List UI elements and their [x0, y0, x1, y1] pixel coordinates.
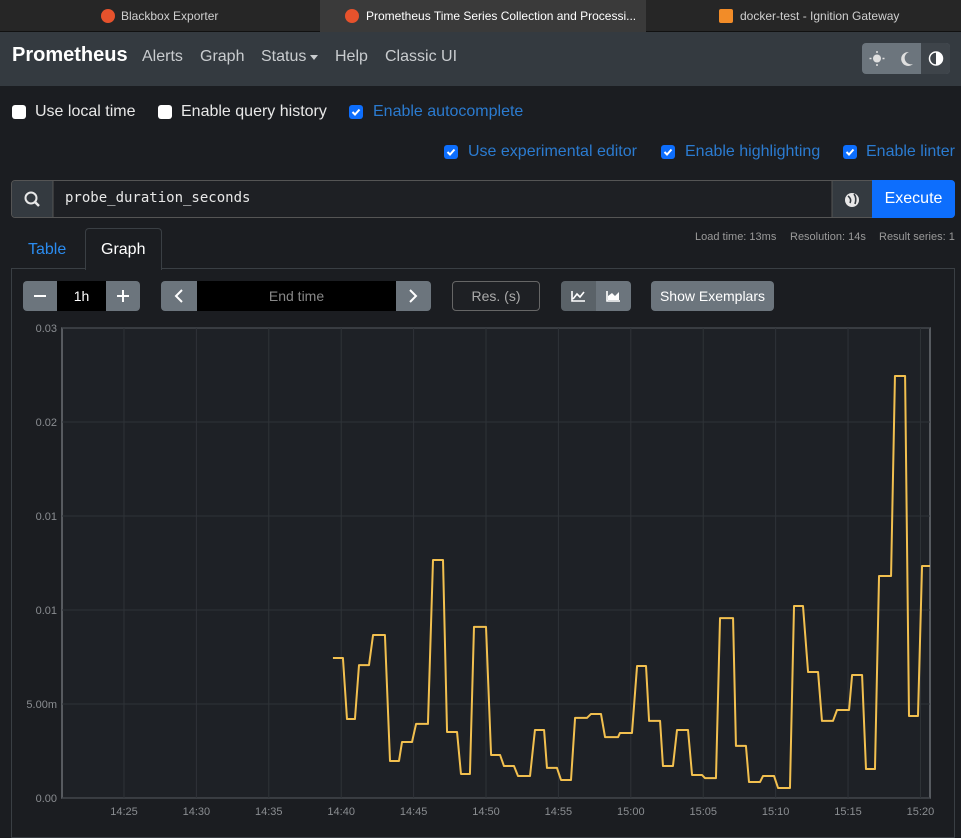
nav-link[interactable]: Status	[261, 48, 307, 65]
browser-tab[interactable]: Blackbox Exporter	[121, 9, 219, 23]
checkbox[interactable]	[843, 145, 857, 159]
checkbox-label[interactable]: Enable query history	[181, 103, 327, 120]
right-icon	[409, 289, 418, 303]
panel-tab[interactable]: Table	[28, 241, 67, 258]
query-expression[interactable]: probe_duration_seconds	[65, 190, 251, 206]
checkbox-label[interactable]: Use experimental editor	[468, 143, 637, 160]
minus-icon	[34, 295, 46, 297]
navbar	[0, 32, 961, 86]
check-mark	[845, 148, 855, 156]
area-icon	[606, 291, 620, 302]
checkbox-label[interactable]: Enable autocomplete	[373, 103, 524, 120]
range-input[interactable]: 1h	[57, 281, 106, 311]
check-mark	[663, 148, 673, 156]
query-bar	[11, 180, 955, 218]
nav-link[interactable]: Alerts	[142, 48, 183, 65]
stat: Load time: 13ms	[695, 231, 777, 243]
end-time-input[interactable]: End time	[197, 281, 396, 311]
browser-tab[interactable]: Prometheus Time Series Collection and Pr…	[366, 9, 637, 23]
stacked-mode[interactable]	[596, 281, 631, 311]
browser-tab-active[interactable]	[320, 0, 646, 32]
line-mode[interactable]	[561, 281, 596, 311]
nav-link[interactable]: Graph	[200, 48, 245, 65]
browser-tab[interactable]: docker-test - Ignition Gateway	[740, 9, 900, 23]
nav-link[interactable]: Classic UI	[385, 48, 458, 65]
nav-link[interactable]: Help	[335, 48, 368, 65]
checkbox-label[interactable]: Use local time	[35, 103, 136, 120]
panel-tab-active[interactable]: Graph	[101, 241, 146, 258]
time-forward[interactable]	[396, 281, 431, 311]
check-mark	[446, 148, 456, 156]
theme-toggle	[862, 43, 950, 74]
line-icon	[571, 291, 585, 302]
stat: Result series: 1	[879, 231, 955, 243]
graph-panel	[11, 268, 955, 838]
active-tab-box	[85, 228, 162, 270]
check-mark	[351, 108, 361, 116]
tab-icon	[345, 9, 359, 23]
left-icon	[174, 289, 183, 303]
range-minus[interactable]	[23, 281, 57, 311]
dropdown-caret	[310, 55, 318, 60]
time-back[interactable]	[161, 281, 197, 311]
resolution-input[interactable]: Res. (s)	[452, 281, 540, 311]
checkbox-label[interactable]: Enable linter	[866, 143, 955, 160]
stat: Resolution: 14s	[790, 231, 866, 243]
checkbox[interactable]	[158, 105, 172, 119]
theme-icons	[869, 43, 950, 74]
tab-icon	[101, 9, 115, 23]
checkbox[interactable]	[661, 145, 675, 159]
plus-icon	[117, 290, 129, 302]
exemplars-button[interactable]: Show Exemplars	[651, 281, 774, 311]
tab-icon	[719, 9, 733, 23]
checkbox[interactable]	[349, 105, 363, 119]
checkbox-label[interactable]: Enable highlighting	[685, 143, 821, 160]
query-decor	[12, 181, 873, 217]
checkbox[interactable]	[12, 105, 26, 119]
range-plus[interactable]	[106, 281, 140, 311]
checkbox[interactable]	[444, 145, 458, 159]
brand[interactable]: Prometheus	[12, 44, 128, 66]
execute-button[interactable]: Execute	[872, 180, 955, 218]
